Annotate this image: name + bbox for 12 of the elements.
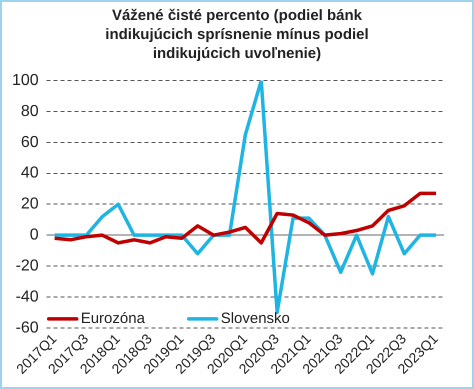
y-tick-label: 80 bbox=[20, 102, 39, 120]
y-tick-label: -60 bbox=[16, 319, 39, 336]
y-tick-label: 20 bbox=[20, 196, 39, 213]
y-tick-label: -40 bbox=[16, 288, 39, 306]
y-tick-label: 0 bbox=[30, 226, 39, 244]
legend-label: Slovensko bbox=[220, 310, 290, 328]
y-tick-label: 60 bbox=[20, 134, 39, 151]
legend-label: Eurozóna bbox=[80, 310, 146, 328]
y-tick-label: 40 bbox=[20, 164, 39, 182]
y-tick-label: 100 bbox=[12, 72, 39, 90]
y-tick-label: -20 bbox=[16, 257, 39, 274]
chart-title: Vážené čisté percento (podiel bánk indikujúcich sprísnenie mínus podiel indikujúcich uvoľnenie) bbox=[104, 6, 370, 63]
